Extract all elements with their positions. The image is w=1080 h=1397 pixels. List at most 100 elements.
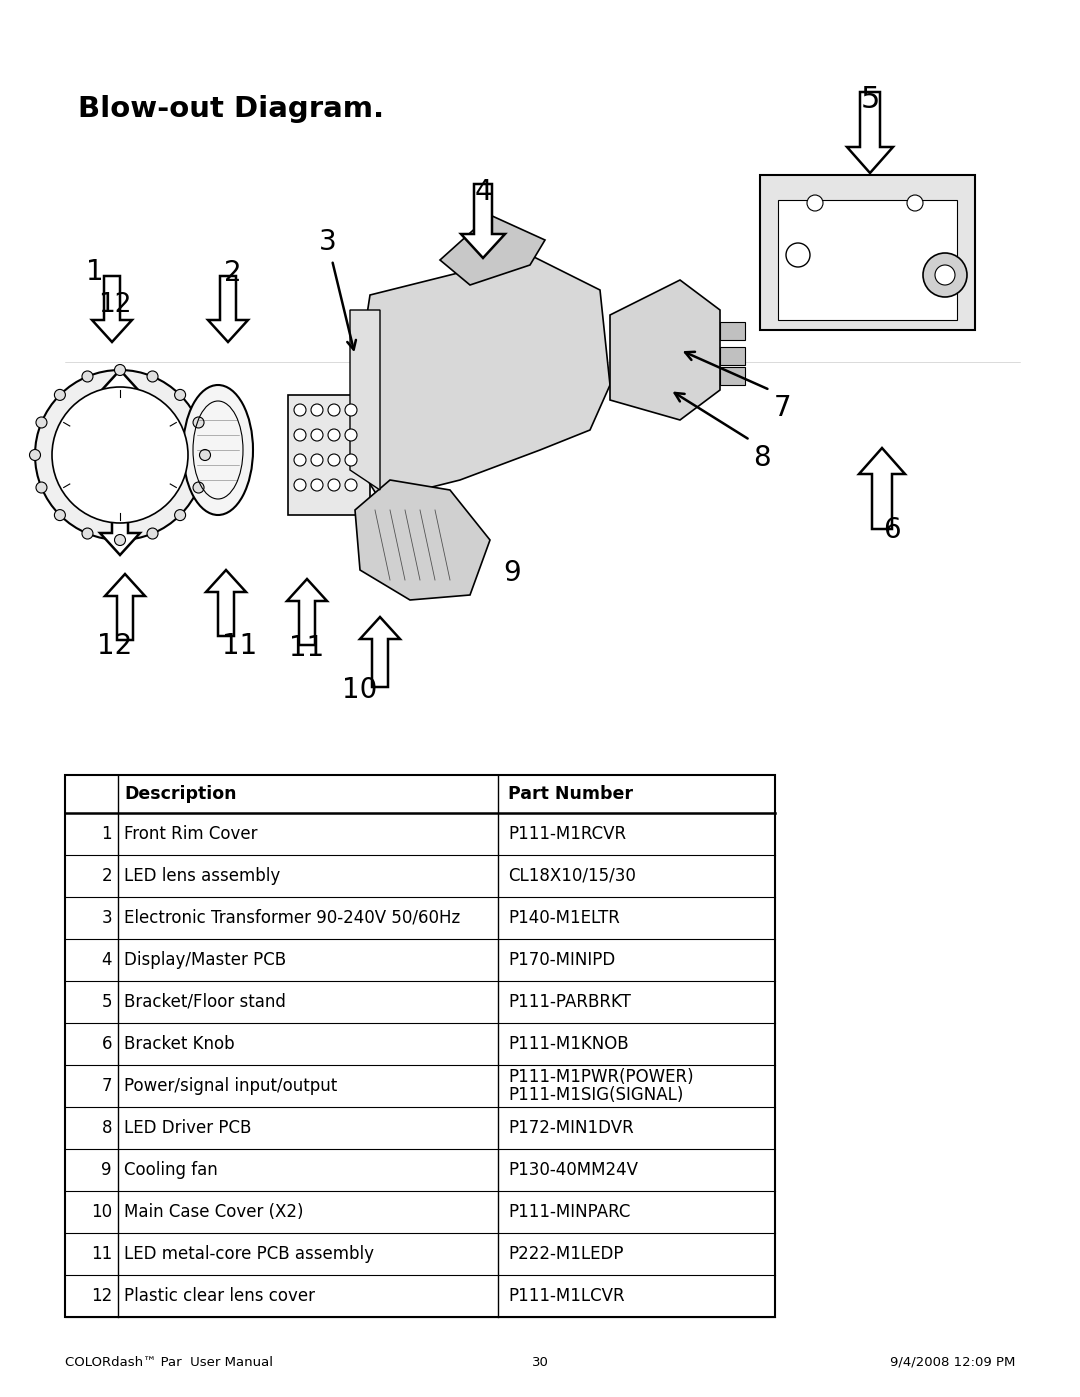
Text: Main Case Cover (X2): Main Case Cover (X2) (124, 1203, 303, 1221)
Text: COLORdash™ Par  User Manual: COLORdash™ Par User Manual (65, 1355, 273, 1369)
Text: 7: 7 (774, 394, 792, 422)
Circle shape (345, 454, 357, 467)
Text: 7: 7 (102, 1077, 112, 1095)
Circle shape (147, 528, 158, 539)
Text: P140-M1ELTR: P140-M1ELTR (508, 909, 620, 928)
Circle shape (54, 510, 66, 521)
Text: P111-MINPARC: P111-MINPARC (508, 1203, 631, 1221)
Polygon shape (461, 184, 505, 258)
Text: 4: 4 (474, 177, 491, 205)
Text: 11: 11 (91, 1245, 112, 1263)
Text: 3: 3 (319, 228, 337, 256)
Text: P170-MINIPD: P170-MINIPD (508, 951, 616, 970)
Circle shape (907, 196, 923, 211)
Bar (760, 175, 975, 330)
Text: 4: 4 (102, 951, 112, 970)
Circle shape (294, 429, 306, 441)
Text: 8: 8 (102, 1119, 112, 1137)
Text: 10: 10 (91, 1203, 112, 1221)
Text: Cooling fan: Cooling fan (124, 1161, 218, 1179)
Circle shape (36, 416, 46, 427)
Polygon shape (206, 570, 246, 636)
Polygon shape (287, 578, 327, 645)
Text: Part Number: Part Number (508, 785, 633, 803)
Circle shape (147, 372, 158, 381)
Bar (720, 367, 745, 386)
Circle shape (328, 479, 340, 490)
Circle shape (114, 535, 125, 545)
Circle shape (114, 365, 125, 376)
Polygon shape (847, 92, 893, 173)
Text: 5: 5 (861, 85, 880, 115)
Text: 11: 11 (289, 634, 325, 662)
Polygon shape (350, 310, 380, 490)
Text: 11: 11 (222, 631, 258, 659)
Circle shape (345, 429, 357, 441)
Text: Display/Master PCB: Display/Master PCB (124, 951, 286, 970)
Text: 6: 6 (102, 1035, 112, 1053)
Circle shape (82, 372, 93, 381)
Bar (288, 395, 370, 515)
Text: 2: 2 (102, 868, 112, 886)
Text: P111-PARBRKT: P111-PARBRKT (508, 993, 631, 1011)
Bar (778, 200, 957, 320)
Text: 12: 12 (91, 1287, 112, 1305)
Circle shape (311, 479, 323, 490)
Circle shape (786, 243, 810, 267)
Polygon shape (440, 215, 545, 285)
Text: P111-M1SIG(SIGNAL): P111-M1SIG(SIGNAL) (508, 1085, 684, 1104)
Polygon shape (355, 256, 610, 500)
Circle shape (328, 454, 340, 467)
Circle shape (294, 404, 306, 416)
Text: CL18X10/15/30: CL18X10/15/30 (508, 868, 636, 886)
Text: 8: 8 (753, 444, 771, 472)
Text: 12: 12 (98, 292, 132, 319)
Circle shape (294, 479, 306, 490)
Bar (720, 321, 745, 339)
Circle shape (807, 196, 823, 211)
Text: 30: 30 (531, 1355, 549, 1369)
Circle shape (54, 390, 66, 401)
Text: P130-40MM24V: P130-40MM24V (508, 1161, 638, 1179)
Text: LED lens assembly: LED lens assembly (124, 868, 280, 886)
Text: Electronic Transformer 90-240V 50/60Hz: Electronic Transformer 90-240V 50/60Hz (124, 909, 460, 928)
Text: P111-M1KNOB: P111-M1KNOB (508, 1035, 629, 1053)
Text: Front Rim Cover: Front Rim Cover (124, 826, 257, 842)
Circle shape (311, 429, 323, 441)
Circle shape (35, 370, 205, 541)
Bar (65, 775, 775, 1317)
Text: P111-M1LCVR: P111-M1LCVR (508, 1287, 624, 1305)
Text: Bracket Knob: Bracket Knob (124, 1035, 234, 1053)
Text: 9: 9 (503, 559, 521, 587)
Polygon shape (859, 448, 905, 529)
Text: Bracket/Floor stand: Bracket/Floor stand (124, 993, 286, 1011)
Ellipse shape (183, 386, 253, 515)
Circle shape (328, 404, 340, 416)
Text: 3: 3 (102, 909, 112, 928)
Circle shape (36, 482, 46, 493)
Text: P111-M1RCVR: P111-M1RCVR (508, 826, 626, 842)
Circle shape (923, 253, 967, 298)
Circle shape (345, 404, 357, 416)
Circle shape (311, 454, 323, 467)
Circle shape (328, 429, 340, 441)
Bar (720, 346, 745, 365)
Text: Power/signal input/output: Power/signal input/output (124, 1077, 337, 1095)
Ellipse shape (75, 383, 165, 528)
Text: Description: Description (124, 785, 237, 803)
Circle shape (175, 390, 186, 401)
Text: P222-M1LEDP: P222-M1LEDP (508, 1245, 623, 1263)
Circle shape (82, 528, 93, 539)
Circle shape (193, 416, 204, 427)
Polygon shape (610, 279, 720, 420)
Text: LED metal-core PCB assembly: LED metal-core PCB assembly (124, 1245, 374, 1263)
Polygon shape (100, 370, 140, 440)
Circle shape (311, 404, 323, 416)
Polygon shape (100, 485, 140, 555)
Polygon shape (105, 574, 145, 640)
Polygon shape (355, 481, 490, 599)
Text: 1: 1 (86, 258, 104, 286)
Circle shape (345, 479, 357, 490)
Text: 9: 9 (102, 1161, 112, 1179)
Text: 10: 10 (342, 676, 378, 704)
